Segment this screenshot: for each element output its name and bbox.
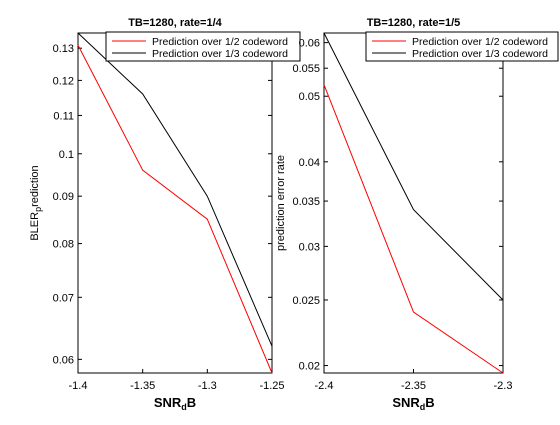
legend-entry: Prediction over 1/2 codeword (152, 36, 288, 48)
x-tick-label: -1.25 (259, 380, 284, 392)
series-line-1 (323, 84, 504, 374)
y-tick-label: 0.06 (53, 354, 74, 366)
legend-entry: Prediction over 1/3 codeword (412, 48, 548, 60)
y-tick-label: 0.09 (53, 191, 74, 203)
y-tick-label: 0.025 (292, 295, 320, 307)
plot-area-box (323, 32, 504, 374)
y-tick-label: 0.07 (53, 292, 74, 304)
series-line-2 (323, 32, 504, 301)
legend-entry: Prediction over 1/2 codeword (412, 36, 548, 48)
y-axis-label: prediction error rate (275, 155, 287, 251)
y-tick-label: 0.035 (292, 196, 320, 208)
x-tick-label: -2.35 (401, 380, 426, 392)
x-tick-label: -1.3 (198, 380, 217, 392)
chart-panel-1: TB=1280, rate=1/4 -1.4 -1.35 -1.3 -1.25 0.06 0… (29, 17, 301, 412)
series-line-1 (77, 44, 273, 374)
x-tick-label: -2.4 (315, 380, 334, 392)
y-tick-label: 0.11 (53, 110, 74, 122)
y-tick-label: 0.06 (299, 38, 320, 50)
y-tick-label: 0.055 (292, 63, 320, 75)
x-tick-label: -1.4 (69, 380, 88, 392)
y-tick-label: 0.05 (299, 91, 320, 103)
legend-entry: Prediction over 1/3 codeword (152, 48, 288, 60)
y-tick-label: 0.02 (299, 361, 320, 373)
legend-box (365, 31, 559, 62)
x-tick-label: -1.35 (130, 380, 155, 392)
y-tick-label: 0.1 (59, 149, 74, 161)
legend-box (105, 31, 301, 62)
plot-area-box (77, 32, 273, 374)
y-tick-label: 0.12 (53, 75, 74, 87)
chart-title: TB=1280, rate=1/5 (367, 17, 461, 29)
x-axis-label: SNRdB (154, 395, 196, 412)
y-axis-label: BLERprediction (29, 165, 43, 240)
x-axis-label: SNRdB (392, 395, 434, 412)
y-tick-label: 0.13 (53, 43, 74, 55)
series-line-2 (77, 32, 273, 347)
x-tick-label: -2.3 (494, 380, 513, 392)
y-tick-label: 0.03 (299, 241, 320, 253)
y-tick-label: 0.04 (299, 157, 320, 169)
chart-title: TB=1280, rate=1/4 (128, 17, 222, 29)
chart-panel-2: TB=1280, rate=1/5 -2.4 -2.35 -2.3 0.02 0.025 0… (275, 17, 559, 412)
y-tick-label: 0.08 (53, 239, 74, 251)
